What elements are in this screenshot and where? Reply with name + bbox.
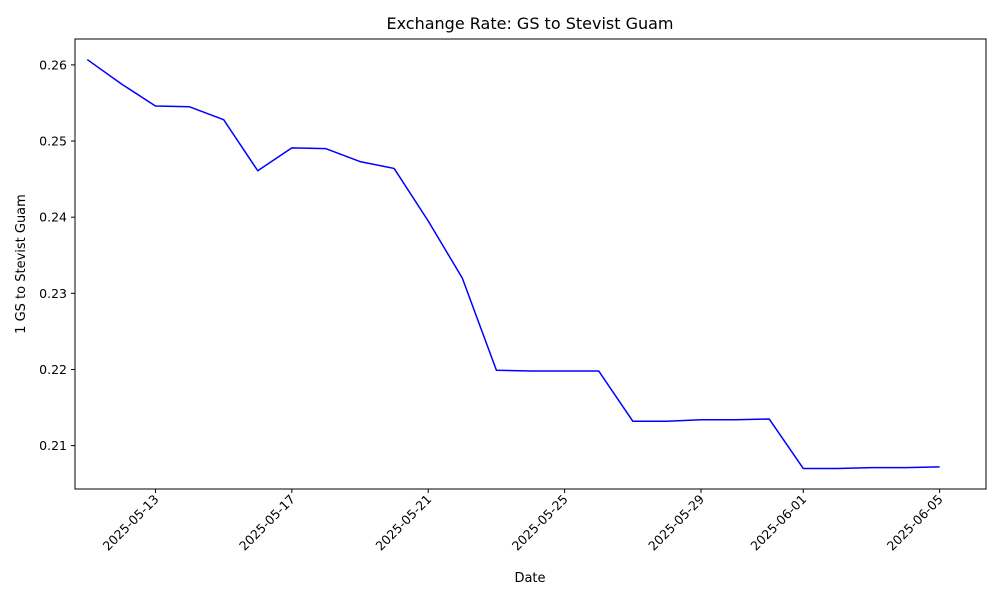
y-tick-label: 0.26 [39,57,67,72]
series-layer [86,58,940,470]
x-tick-label: 2025-05-21 [372,492,434,554]
x-tick-label: 2025-05-17 [236,492,298,554]
x-tick-label: 2025-05-13 [100,492,162,554]
chart-title: Exchange Rate: GS to Stevist Guam [386,14,673,33]
x-tick-label: 2025-06-05 [884,492,946,554]
x-tick-label: 2025-05-25 [509,492,571,554]
y-tick-label: 0.21 [39,438,67,453]
y-tick-label: 0.22 [39,362,67,377]
x-tick-label: 2025-06-01 [747,492,809,554]
series-line [86,58,940,470]
y-tick-label: 0.24 [39,210,67,225]
y-axis-label: 1 GS to Stevist Guam [14,194,29,334]
y-tick-label: 0.25 [39,134,67,149]
x-axis: 2025-05-13 2025-05-17 2025-05-21 2025-05-25… [100,489,946,553]
y-tick-label: 0.23 [39,286,67,301]
y-axis: 0.21 0.22 0.23 0.24 0.25 0.26 [39,57,75,453]
x-axis-label: Date [514,571,545,586]
plot-area [74,38,987,490]
x-tick-label: 2025-05-29 [645,491,707,553]
